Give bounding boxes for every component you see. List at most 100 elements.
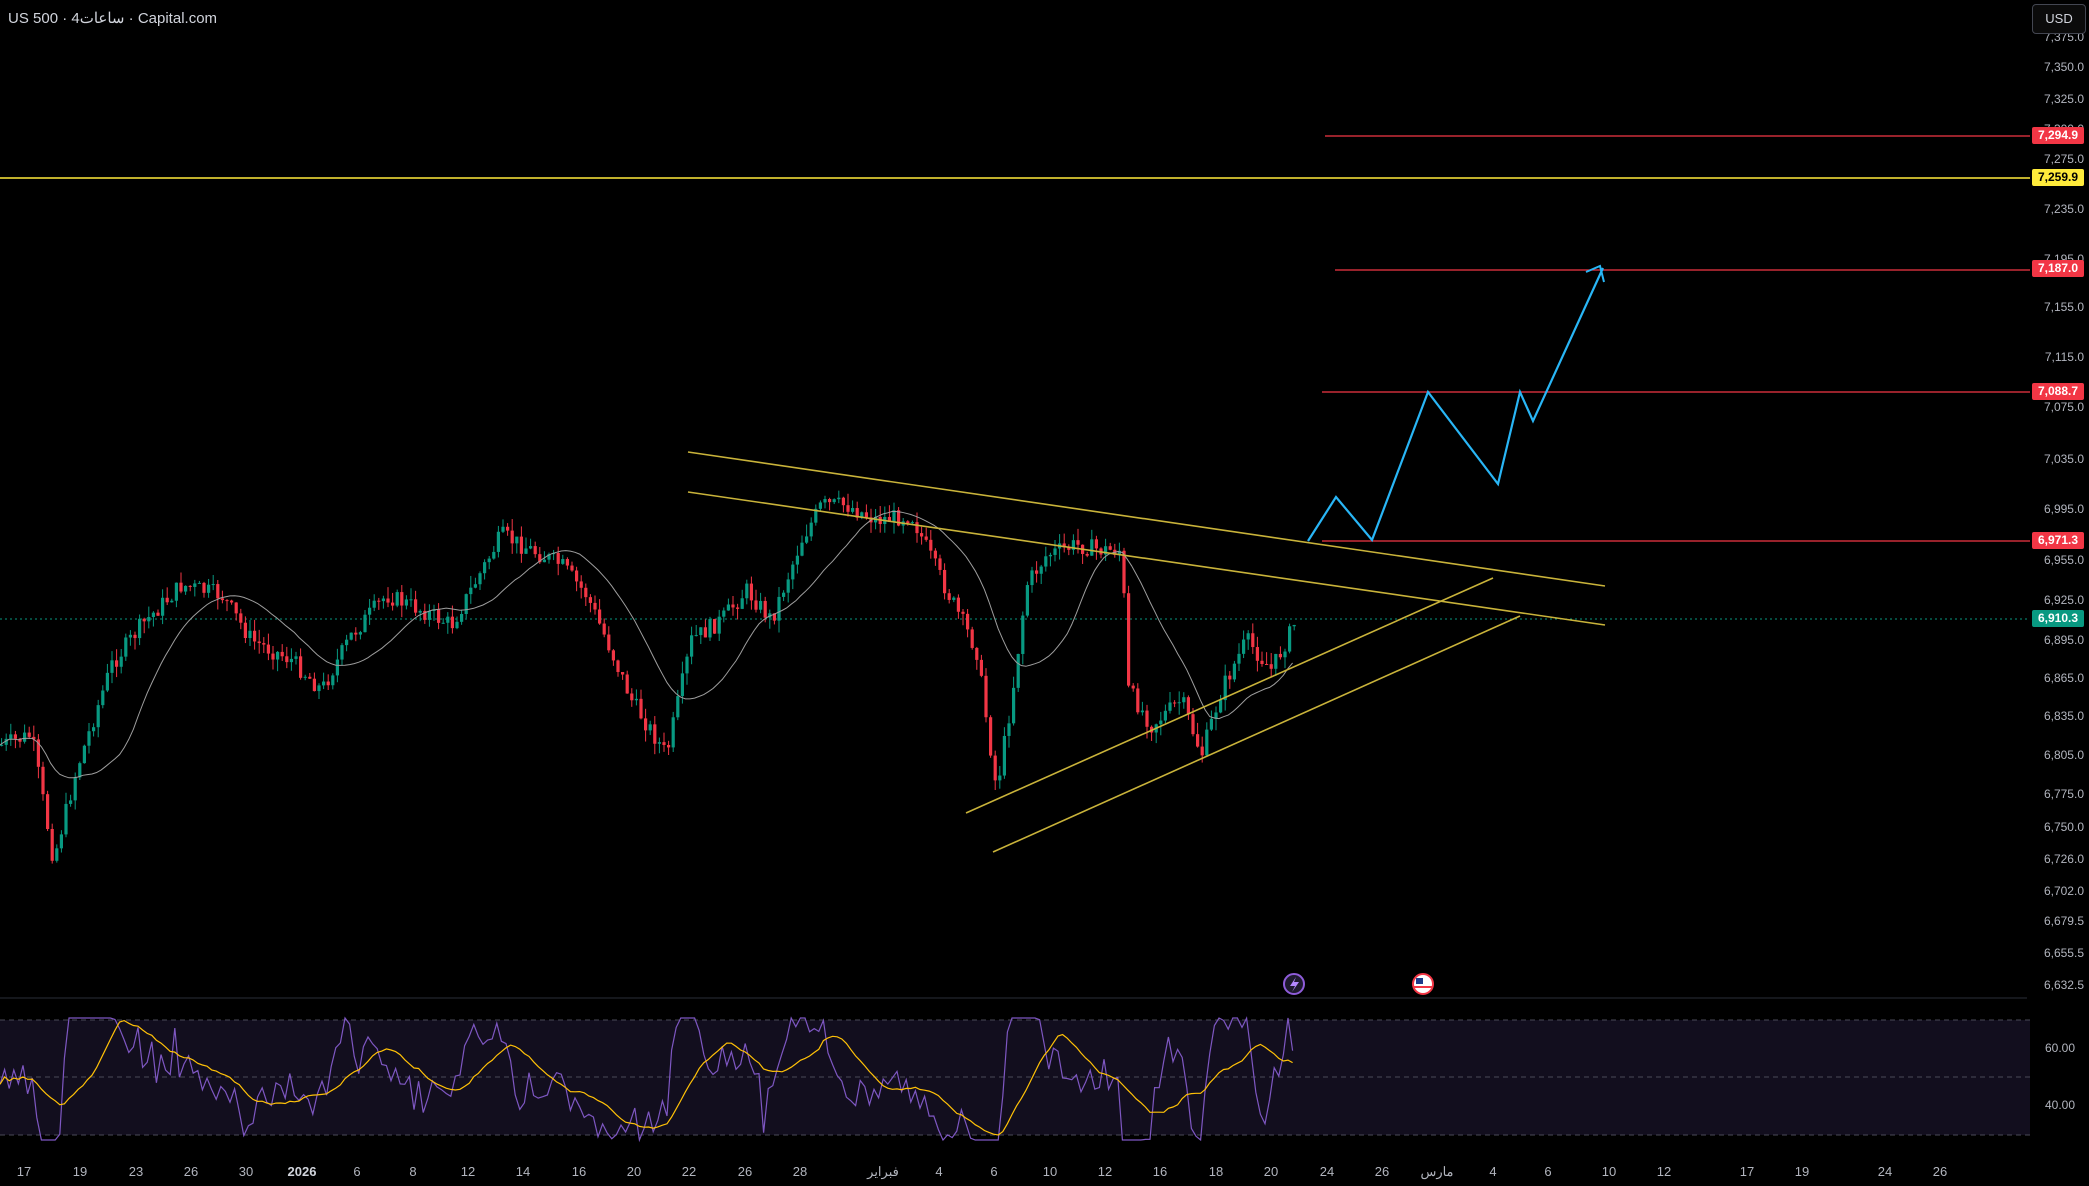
candle-body — [1173, 702, 1177, 704]
rsi-band — [0, 1020, 2030, 1135]
candle-body — [64, 803, 68, 835]
candle-body — [506, 526, 510, 531]
candle-body — [630, 693, 634, 701]
time-tick-label: 23 — [129, 1164, 143, 1179]
candle-body — [326, 681, 330, 686]
candle-body — [377, 600, 381, 602]
candle-body — [1136, 688, 1140, 713]
candle-body — [993, 755, 997, 781]
rsi-axis: 60.00 40.00 — [2045, 1041, 2075, 1112]
time-tick-label: 18 — [1209, 1164, 1223, 1179]
candlestick-series[interactable] — [0, 490, 1296, 864]
lightning-icon[interactable] — [1283, 973, 1305, 995]
candle-body — [906, 521, 910, 524]
triangle-pattern[interactable] — [687, 451, 1606, 853]
candle-body — [1186, 697, 1190, 715]
candle-body — [193, 583, 197, 587]
candle-body — [230, 600, 234, 603]
candle-body — [207, 584, 211, 593]
candle-body — [1242, 639, 1246, 654]
candle-body — [1012, 687, 1016, 724]
candle-body — [331, 675, 335, 686]
candle-body — [289, 658, 293, 663]
price-tick-label: 6,655.5 — [2044, 946, 2084, 960]
candle-body — [450, 616, 454, 629]
candle-body — [478, 573, 482, 585]
candle-body — [864, 512, 868, 518]
candle-body — [667, 744, 671, 748]
candle-body — [1196, 734, 1200, 747]
candle-body — [409, 599, 413, 601]
time-tick-label: 24 — [1878, 1164, 1892, 1179]
candle-body — [828, 499, 832, 503]
candle-body — [943, 569, 947, 594]
candle-body — [952, 597, 956, 600]
candle-body — [1168, 702, 1172, 711]
time-axis[interactable]: 17 19 23 26 30 2026 6 8 12 14 16 20 22 26 28 فبراير 4 6 10… — [17, 1164, 1947, 1180]
projection-path[interactable] — [1307, 267, 1605, 543]
lower-trendline[interactable] — [992, 615, 1521, 853]
time-tick-label: 6 — [1544, 1164, 1551, 1179]
candle-body — [561, 559, 565, 564]
candle-body — [446, 616, 450, 623]
candle-body — [648, 724, 652, 731]
candle-body — [910, 522, 914, 524]
candle-body — [1044, 556, 1048, 567]
currency-button[interactable]: USD — [2032, 4, 2086, 34]
candle-body — [184, 585, 188, 592]
candle-body — [345, 639, 349, 646]
candle-body — [607, 634, 611, 651]
time-tick-label: 12 — [1657, 1164, 1671, 1179]
price-axis[interactable]: 7,375.07,350.07,325.07,300.07,275.07,235… — [2044, 30, 2084, 992]
candle-body — [625, 674, 629, 694]
candle-body — [1163, 710, 1167, 721]
candle-body — [115, 660, 119, 667]
arrow-head-icon — [1585, 264, 1605, 283]
candle-body — [101, 690, 105, 706]
candle-body — [418, 610, 422, 613]
candle-body — [464, 594, 468, 614]
candle-body — [276, 651, 280, 660]
candle-body — [837, 497, 841, 500]
candle-body — [266, 644, 270, 654]
candle-body — [161, 597, 165, 616]
candle-body — [13, 734, 17, 739]
candle-body — [1237, 653, 1241, 664]
us-flag-icon[interactable] — [1412, 973, 1434, 995]
candle-body — [1090, 539, 1094, 556]
candle-body — [556, 553, 560, 564]
candle-body — [1232, 663, 1236, 680]
time-tick-label: 26 — [1375, 1164, 1389, 1179]
candle-body — [492, 551, 496, 559]
candle-body — [179, 582, 183, 592]
candle-body — [92, 727, 96, 732]
candle-body — [41, 766, 45, 795]
candle-body — [119, 656, 123, 667]
candle-body — [469, 587, 473, 595]
candle-body — [1025, 585, 1029, 616]
upper-trendline-inner[interactable] — [687, 491, 1606, 626]
lower-trendline-inner[interactable] — [965, 577, 1494, 814]
candle-body — [860, 512, 864, 518]
candle-body — [1228, 675, 1232, 680]
candle-body — [653, 724, 657, 744]
candle-body — [1016, 653, 1020, 688]
candle-body — [1094, 539, 1098, 549]
candle-body — [59, 834, 63, 849]
candle-body — [1288, 626, 1292, 652]
price-tick-label: 7,350.0 — [2044, 60, 2084, 74]
moving-average-line — [0, 510, 1293, 779]
candle-body — [473, 584, 477, 588]
candle-body — [726, 604, 730, 611]
price-tick-label: 7,155.0 — [2044, 300, 2084, 314]
candle-body — [36, 739, 40, 767]
rsi-line — [0, 1016, 1294, 1143]
candle-body — [524, 548, 528, 554]
upper-trendline[interactable] — [687, 451, 1606, 587]
candle-body — [404, 599, 408, 606]
time-tick-label: 26 — [184, 1164, 198, 1179]
price-tag: 7,294.9 — [2032, 127, 2084, 144]
candle-body — [4, 738, 8, 745]
candle-body — [363, 614, 367, 633]
